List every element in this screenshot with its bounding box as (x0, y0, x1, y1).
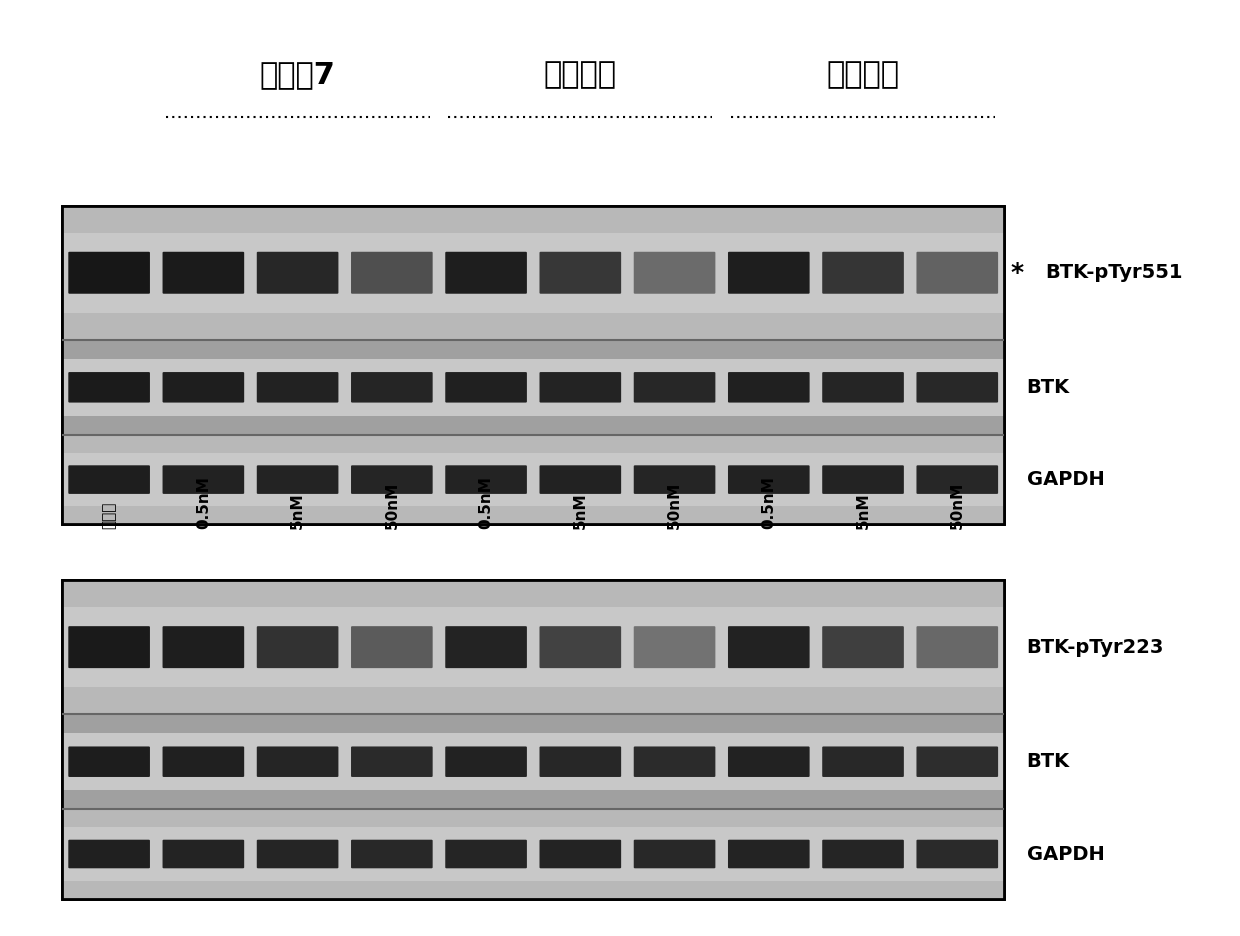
Text: 5nM: 5nM (573, 492, 588, 529)
FancyBboxPatch shape (68, 465, 150, 494)
Bar (62, 733, 1004, 790)
FancyBboxPatch shape (445, 840, 527, 869)
Text: BTK-pTyr551: BTK-pTyr551 (1045, 263, 1183, 283)
FancyBboxPatch shape (916, 747, 998, 777)
FancyBboxPatch shape (257, 626, 339, 668)
Bar (62, 580, 1004, 714)
FancyBboxPatch shape (68, 747, 150, 777)
FancyBboxPatch shape (634, 626, 715, 668)
Text: BTK: BTK (1027, 753, 1070, 771)
FancyBboxPatch shape (822, 465, 904, 494)
FancyBboxPatch shape (162, 747, 244, 777)
Bar (62, 810, 1004, 899)
FancyBboxPatch shape (162, 372, 244, 402)
FancyBboxPatch shape (539, 747, 621, 777)
Text: 50nM: 50nM (384, 482, 399, 529)
FancyBboxPatch shape (351, 252, 433, 294)
FancyBboxPatch shape (634, 465, 715, 494)
FancyBboxPatch shape (539, 626, 621, 668)
Text: 化合瀖7: 化合瀖7 (259, 61, 336, 89)
FancyBboxPatch shape (68, 626, 150, 668)
FancyBboxPatch shape (257, 747, 339, 777)
FancyBboxPatch shape (445, 252, 527, 294)
FancyBboxPatch shape (916, 465, 998, 494)
FancyBboxPatch shape (634, 252, 715, 294)
FancyBboxPatch shape (822, 626, 904, 668)
Bar (62, 607, 1004, 687)
FancyBboxPatch shape (257, 372, 339, 402)
FancyBboxPatch shape (445, 372, 527, 402)
FancyBboxPatch shape (822, 747, 904, 777)
FancyBboxPatch shape (162, 626, 244, 668)
FancyBboxPatch shape (822, 252, 904, 294)
FancyBboxPatch shape (257, 465, 339, 494)
FancyBboxPatch shape (539, 252, 621, 294)
FancyBboxPatch shape (539, 372, 621, 402)
Text: BTK-pTyr223: BTK-pTyr223 (1027, 637, 1164, 657)
FancyBboxPatch shape (728, 747, 810, 777)
Bar (62, 206, 1004, 524)
Text: 0.5nM: 0.5nM (196, 476, 211, 529)
FancyBboxPatch shape (916, 626, 998, 668)
FancyBboxPatch shape (728, 372, 810, 402)
FancyBboxPatch shape (634, 840, 715, 869)
Bar (62, 435, 1004, 524)
FancyBboxPatch shape (445, 747, 527, 777)
FancyBboxPatch shape (634, 372, 715, 402)
Text: GAPDH: GAPDH (1027, 844, 1105, 864)
FancyBboxPatch shape (539, 465, 621, 494)
FancyBboxPatch shape (351, 626, 433, 668)
Text: 0.5nM: 0.5nM (761, 476, 776, 529)
FancyBboxPatch shape (539, 840, 621, 869)
Bar (62, 580, 1004, 899)
Text: 50nM: 50nM (950, 482, 965, 529)
FancyBboxPatch shape (68, 840, 150, 869)
FancyBboxPatch shape (822, 372, 904, 402)
Text: 5nM: 5nM (856, 492, 870, 529)
Bar (62, 453, 1004, 506)
Bar (62, 233, 1004, 313)
FancyBboxPatch shape (351, 372, 433, 402)
Text: 基介布: 基介布 (102, 502, 117, 529)
FancyBboxPatch shape (916, 252, 998, 294)
Bar (62, 206, 1004, 340)
Text: GAPDH: GAPDH (1027, 470, 1105, 490)
FancyBboxPatch shape (162, 840, 244, 869)
Text: 50nM: 50nM (667, 482, 682, 529)
Bar (62, 206, 1004, 524)
Text: 0.5nM: 0.5nM (479, 476, 494, 529)
FancyBboxPatch shape (351, 465, 433, 494)
FancyBboxPatch shape (728, 252, 810, 294)
FancyBboxPatch shape (916, 372, 998, 402)
Text: 奇扎替尼: 奇扎替尼 (827, 61, 899, 89)
Text: *: * (1011, 261, 1024, 285)
Bar (62, 827, 1004, 881)
Bar (62, 580, 1004, 899)
FancyBboxPatch shape (728, 626, 810, 668)
Text: 5nM: 5nM (290, 492, 305, 529)
FancyBboxPatch shape (445, 465, 527, 494)
FancyBboxPatch shape (634, 747, 715, 777)
FancyBboxPatch shape (257, 840, 339, 869)
FancyBboxPatch shape (257, 252, 339, 294)
FancyBboxPatch shape (728, 465, 810, 494)
FancyBboxPatch shape (728, 840, 810, 869)
FancyBboxPatch shape (351, 840, 433, 869)
FancyBboxPatch shape (68, 372, 150, 402)
Bar (62, 358, 1004, 416)
Text: 伊布替尼: 伊布替尼 (544, 61, 616, 89)
FancyBboxPatch shape (162, 252, 244, 294)
Text: BTK: BTK (1027, 378, 1070, 397)
Bar (62, 714, 1004, 810)
FancyBboxPatch shape (822, 840, 904, 869)
FancyBboxPatch shape (351, 747, 433, 777)
FancyBboxPatch shape (162, 465, 244, 494)
Bar (62, 340, 1004, 435)
FancyBboxPatch shape (68, 252, 150, 294)
FancyBboxPatch shape (445, 626, 527, 668)
FancyBboxPatch shape (916, 840, 998, 869)
